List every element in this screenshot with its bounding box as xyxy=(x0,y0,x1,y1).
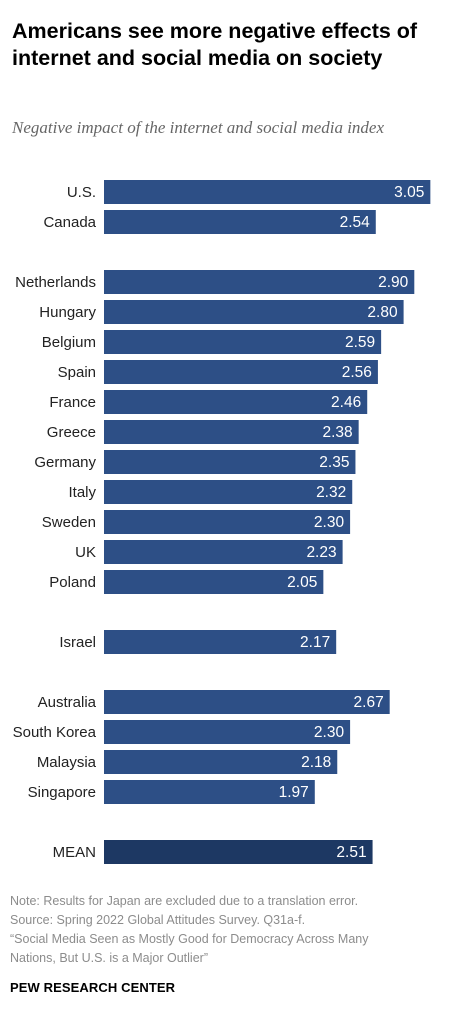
category-label-mean: MEAN xyxy=(53,844,96,861)
value-label-sweden: 2.30 xyxy=(314,514,345,531)
bar-belgium xyxy=(104,330,382,354)
category-label-u-s: U.S. xyxy=(67,184,96,201)
bar-greece xyxy=(104,420,359,444)
bar-italy xyxy=(104,480,353,504)
value-label-spain: 2.56 xyxy=(342,364,372,381)
note-line: Note: Results for Japan are excluded due… xyxy=(10,894,359,908)
value-label-italy: 2.32 xyxy=(316,484,346,501)
category-label-france: France xyxy=(49,394,96,411)
category-label-canada: Canada xyxy=(43,214,96,231)
bar-malaysia xyxy=(104,750,338,774)
source-line: Source: Spring 2022 Global Attitudes Sur… xyxy=(10,913,306,927)
value-label-mean: 2.51 xyxy=(336,844,366,861)
value-label-poland: 2.05 xyxy=(287,574,317,591)
value-label-singapore: 1.97 xyxy=(279,784,309,801)
value-label-malaysia: 2.18 xyxy=(301,754,331,771)
category-label-south-korea: South Korea xyxy=(13,724,97,741)
value-label-france: 2.46 xyxy=(331,394,361,411)
bar-canada xyxy=(104,210,376,234)
value-label-greece: 2.38 xyxy=(322,424,352,441)
category-label-australia: Australia xyxy=(38,694,97,711)
pew-research-center-logo-text: PEW RESEARCH CENTER xyxy=(10,980,176,995)
bar-france xyxy=(104,390,368,414)
category-label-belgium: Belgium xyxy=(42,334,96,351)
category-label-sweden: Sweden xyxy=(42,514,96,531)
value-label-uk: 2.23 xyxy=(306,544,336,561)
category-label-uk: UK xyxy=(75,544,96,561)
bar-netherlands xyxy=(104,270,415,294)
bar-south-korea xyxy=(104,720,351,744)
value-label-netherlands: 2.90 xyxy=(378,274,409,291)
category-label-netherlands: Netherlands xyxy=(15,274,96,291)
value-label-israel: 2.17 xyxy=(300,634,330,651)
bar-sweden xyxy=(104,510,351,534)
category-label-poland: Poland xyxy=(49,574,96,591)
category-label-italy: Italy xyxy=(68,484,96,501)
category-label-singapore: Singapore xyxy=(28,784,96,801)
category-label-hungary: Hungary xyxy=(39,304,96,321)
bar-spain xyxy=(104,360,378,384)
category-label-israel: Israel xyxy=(59,634,96,651)
report-title-line: “Social Media Seen as Mostly Good for De… xyxy=(10,932,369,946)
value-label-south-korea: 2.30 xyxy=(314,724,345,741)
value-label-australia: 2.67 xyxy=(354,694,384,711)
category-label-spain: Spain xyxy=(58,364,96,381)
value-label-u-s: 3.05 xyxy=(394,184,424,201)
bar-singapore xyxy=(104,780,315,804)
report-title-line: Nations, But U.S. is a Major Outlier” xyxy=(10,951,208,965)
category-label-germany: Germany xyxy=(34,454,96,471)
bar-australia xyxy=(104,690,390,714)
bar-mean xyxy=(104,840,373,864)
bar-u-s xyxy=(104,180,431,204)
bar-chart: U.S. 3.05 Canada 2.54 Netherlands 2.90 Hungary… xyxy=(13,180,431,864)
value-label-canada: 2.54 xyxy=(340,214,371,231)
bar-germany xyxy=(104,450,356,474)
bar-hungary xyxy=(104,300,404,324)
chart-title: Americans see more negative effects of i… xyxy=(12,19,418,70)
bar-uk xyxy=(104,540,343,564)
footnote: Note: Results for Japan are excluded due… xyxy=(10,892,450,968)
bar-israel xyxy=(104,630,337,654)
value-label-germany: 2.35 xyxy=(319,454,349,471)
category-label-malaysia: Malaysia xyxy=(37,754,97,771)
category-label-greece: Greece xyxy=(47,424,96,441)
value-label-hungary: 2.80 xyxy=(367,304,398,321)
bar-poland xyxy=(104,570,324,594)
value-label-belgium: 2.59 xyxy=(345,334,375,351)
chart-subtitle: Negative impact of the internet and soci… xyxy=(12,118,385,137)
